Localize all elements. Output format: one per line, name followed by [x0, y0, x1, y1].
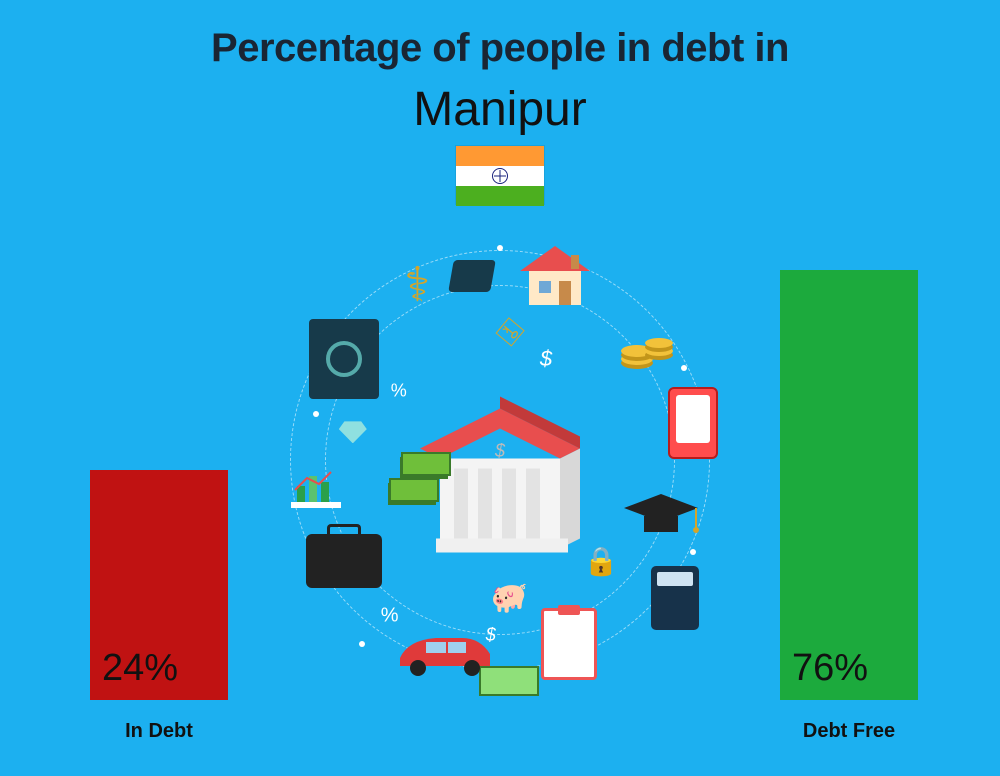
svg-text:$: $: [494, 441, 506, 461]
dollar-decoration-icon: $: [486, 624, 496, 645]
dollar-decoration-icon: $: [540, 346, 552, 372]
smartphone-icon: [668, 387, 718, 459]
bar-label-in-debt: In Debt: [90, 720, 228, 743]
flag-stripe-white: [456, 166, 544, 186]
cash-stack-icon: [382, 443, 452, 513]
ashoka-chakra-icon: [492, 168, 508, 184]
bar-rect-in-debt: 24%: [90, 470, 228, 700]
house-icon: [515, 241, 595, 311]
barchart-icon: [291, 466, 341, 510]
graduation-cap-icon: [622, 490, 700, 540]
safe-icon: [309, 319, 379, 399]
flag-stripe-saffron: [456, 146, 544, 166]
percent-decoration-icon: %: [391, 381, 407, 402]
flag-stripe-green: [456, 186, 544, 206]
piggy-bank-icon: 🐖: [491, 581, 528, 616]
clipboard-icon: [541, 608, 597, 680]
caduceus-icon: ⚕: [404, 257, 430, 313]
calculator-icon: [651, 566, 699, 630]
bar-debt-free: 76% Debt Free: [780, 270, 918, 700]
bar-rect-debt-free: 76%: [780, 270, 918, 700]
india-flag-icon: [455, 145, 545, 205]
page-title-line2: Manipur: [0, 82, 1000, 137]
bar-in-debt: 24% In Debt: [90, 470, 228, 700]
car-icon: [390, 626, 500, 680]
finance-illustration: $: [270, 230, 730, 690]
page-title-line1: Percentage of people in debt in: [0, 26, 1000, 71]
briefcase-icon: [306, 534, 382, 588]
bar-value-debt-free: 76%: [792, 647, 868, 690]
adding-machine-icon: [449, 260, 497, 292]
percent-decoration-icon: %: [381, 605, 399, 628]
bar-value-in-debt: 24%: [102, 647, 178, 690]
lock-icon: 🔒: [584, 545, 619, 578]
bar-label-debt-free: Debt Free: [780, 720, 918, 743]
coins-icon: [617, 315, 677, 375]
